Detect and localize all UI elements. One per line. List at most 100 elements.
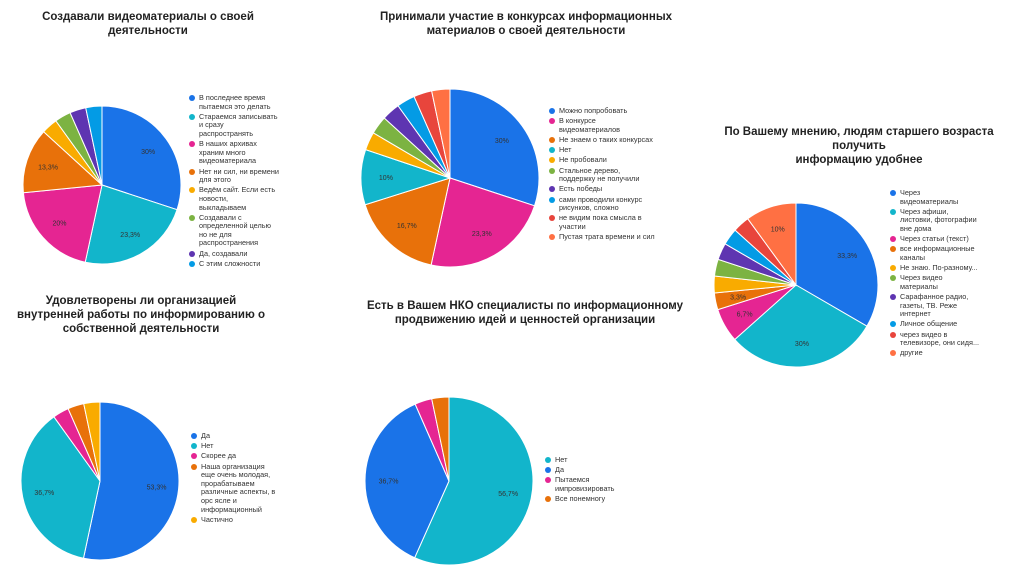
legend-label: Сарафанное радио, газеты, ТВ. Реже интер… xyxy=(900,292,969,319)
pie-slice xyxy=(364,177,451,266)
pie-chart: 30% 23,3% 16,7% 10% xyxy=(360,88,540,268)
legend-swatch xyxy=(890,208,896,215)
legend-swatch xyxy=(189,95,195,101)
legend-label: В наших архивах храним много видеоматери… xyxy=(199,139,257,166)
pie-chart: 53,3% 36,7% xyxy=(20,401,180,561)
slice-data-label: 36,7% xyxy=(379,478,399,485)
legend-label: все информационные каналы xyxy=(900,244,975,262)
pie-slice xyxy=(734,284,868,368)
legend-swatch xyxy=(545,496,551,503)
legend-item: Да xyxy=(545,466,635,475)
legend-label: Стальное дерево, поддержку не получили xyxy=(559,165,640,184)
legend-swatch xyxy=(189,141,195,148)
legend-swatch xyxy=(191,433,197,439)
legend-label: Через афиши, листовки, фотографии вне до… xyxy=(900,206,977,233)
legend-swatch xyxy=(189,260,195,267)
legend-swatch xyxy=(191,463,197,470)
legend-swatch xyxy=(545,467,551,474)
legend-item: Пытаемся импровизировать xyxy=(545,476,635,493)
pie-slice xyxy=(449,88,540,207)
legend-item: В конкурсе видеоматериалов xyxy=(549,116,661,134)
legend-item: В наших архивах храним много видеоматери… xyxy=(189,139,285,166)
legend-item: Через статьи (текст) xyxy=(890,235,990,244)
slice-data-label: 3,3% xyxy=(730,294,746,301)
pie-slice xyxy=(795,202,879,327)
legend-item: Пустая трата времени и сил xyxy=(549,232,661,242)
legend-label: сами проводили конкурс рисунков, сложно xyxy=(559,194,643,213)
legend-item: Не знаю. По-разному... xyxy=(890,264,990,273)
legend-swatch xyxy=(549,157,555,164)
chart-legend: Нет Да Пытаемся импровизировать Все понемно… xyxy=(545,455,635,505)
legend-item: Стараемся записывать и сразу распростран… xyxy=(189,112,285,139)
slice-data-label: 56,7% xyxy=(498,491,518,498)
pie-slice xyxy=(22,131,104,194)
legend-swatch xyxy=(890,321,896,328)
legend-item: Через видео материалы xyxy=(890,273,990,291)
legend-label: С этим сложности xyxy=(199,258,261,268)
legend-label: Через видео материалы xyxy=(900,273,943,291)
pie-slice xyxy=(430,177,536,268)
legend-label: В конкурсе видеоматериалов xyxy=(559,116,621,134)
legend-item: сами проводили конкурс рисунков, сложно xyxy=(549,194,661,213)
legend-item: Ведём сайт. Если есть новости, выкладыва… xyxy=(189,186,285,212)
pie-slice xyxy=(83,401,101,482)
legend-label: Нет ни сил, ни времени для этого xyxy=(199,166,279,185)
pie-slice xyxy=(364,403,450,559)
legend-label: Создавали с определенной целью но не для… xyxy=(199,212,272,248)
pie-slice xyxy=(431,88,451,179)
chart-title: Создавали видеоматериалы о своей деятель… xyxy=(42,11,254,37)
legend-swatch xyxy=(191,516,197,523)
slice-data-label: 23,3% xyxy=(120,232,140,239)
legend-label: Пытаемся импровизировать xyxy=(555,475,615,493)
legend-label: Скорее да xyxy=(201,451,237,461)
legend-swatch xyxy=(549,147,555,154)
legend-swatch xyxy=(549,136,555,143)
legend-item: Стальное дерево, поддержку не получили xyxy=(549,165,661,184)
legend-item: все информационные каналы xyxy=(890,244,990,262)
chart-legend: Через видеоматериалы Через афиши, листовк… xyxy=(890,188,990,360)
legend-swatch xyxy=(549,215,555,222)
legend-item: Не знаем о таких конкурсах xyxy=(549,135,661,145)
slice-data-label: 10% xyxy=(771,226,785,233)
legend-swatch xyxy=(890,246,896,253)
slice-data-label: 20% xyxy=(52,220,66,227)
legend-swatch xyxy=(549,196,555,203)
legend-swatch xyxy=(549,167,555,174)
legend-item: Есть победы xyxy=(549,185,661,194)
slice-data-label: 16,7% xyxy=(397,223,417,230)
legend-label: Можно попробовать xyxy=(559,106,628,115)
slice-data-label: 33,3% xyxy=(837,253,857,260)
pie-slice xyxy=(85,105,103,186)
pie-chart: 33,3% 30% 6,7% 3,3% 10% xyxy=(713,202,879,368)
slice-data-label: 10% xyxy=(379,175,393,182)
legend-item: Сарафанное радио, газеты, ТВ. Реже интер… xyxy=(890,292,990,319)
slice-data-label: 23,3% xyxy=(472,231,492,238)
pie-slice xyxy=(747,202,797,287)
pie-slice xyxy=(101,105,182,211)
chart-legend: Да Нет Скорее да Наша организация еще очень… xyxy=(191,431,286,526)
legend-item: Да, создавали xyxy=(189,249,285,259)
chart-title: Удовлетворены ли организацией внутренней… xyxy=(16,295,266,335)
legend-label: В последнее время пытаемся это делать xyxy=(199,93,271,111)
legend-swatch xyxy=(189,113,195,120)
legend-label: Через статьи (текст) xyxy=(900,234,969,244)
pie-slice xyxy=(82,401,180,561)
legend-item: Можно попробовать xyxy=(549,106,661,116)
legend-label: Наша организация еще очень молодая, прор… xyxy=(201,461,276,514)
legend-label: Нет xyxy=(559,145,572,155)
legend-item: Через видеоматериалы xyxy=(890,188,990,206)
slice-data-label: 30% xyxy=(141,149,155,156)
legend-swatch xyxy=(890,265,896,272)
legend-label: Да xyxy=(555,465,564,475)
chart-legend: Можно попробовать В конкурсе видеоматериа… xyxy=(549,106,661,243)
legend-swatch xyxy=(191,443,197,450)
legend-swatch xyxy=(191,453,197,460)
legend-item: Нет ни сил, ни времени для этого xyxy=(189,166,285,185)
legend-swatch xyxy=(890,275,896,282)
legend-item: Личное общение xyxy=(890,320,990,329)
slice-data-label: 53,3% xyxy=(147,484,167,491)
legend-label: Не знаю. По-разному... xyxy=(900,263,978,273)
legend-item: не видим пока смысла в участии xyxy=(549,213,661,231)
slice-data-label: 6,7% xyxy=(737,312,753,319)
legend-label: Через видеоматериалы xyxy=(900,188,959,206)
